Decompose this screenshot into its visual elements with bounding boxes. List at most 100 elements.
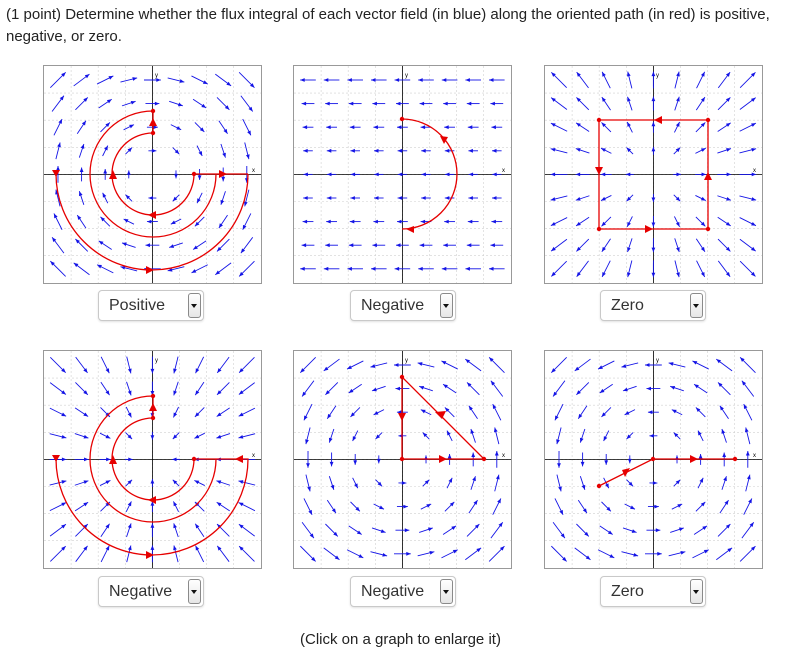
field-arrow: [417, 362, 435, 368]
field-arrow: [301, 101, 315, 106]
field-arrow: [397, 172, 407, 177]
graph-5[interactable]: x y: [293, 350, 512, 569]
field-arrow: [446, 430, 453, 442]
field-arrow: [697, 430, 704, 442]
answer-select-value: Zero: [611, 297, 644, 314]
graph-2-plot: x y: [294, 66, 511, 283]
field-arrow: [73, 262, 90, 276]
answer-select-3[interactable]: Zero: [600, 290, 706, 321]
field-arrow: [468, 148, 479, 153]
field-arrow: [673, 432, 681, 440]
field-arrow: [373, 503, 385, 510]
field-arrow: [75, 382, 89, 396]
field-arrow: [150, 381, 155, 396]
field-arrow: [647, 504, 659, 509]
field-arrow: [468, 499, 478, 514]
field-arrow: [191, 75, 208, 85]
answer-select-4[interactable]: Negative: [98, 576, 204, 607]
field-arrow: [576, 382, 590, 396]
field-arrow: [490, 522, 504, 539]
graph-4[interactable]: x y: [43, 350, 262, 569]
field-arrow: [744, 427, 751, 445]
field-arrow: [328, 476, 335, 490]
field-arrow: [374, 196, 384, 200]
field-arrow: [739, 217, 757, 227]
chevron-down-icon[interactable]: [188, 293, 201, 318]
vector-field: [49, 356, 256, 563]
field-arrow: [300, 78, 316, 82]
graph-2[interactable]: x y: [293, 65, 512, 284]
chevron-down-icon[interactable]: [440, 293, 453, 318]
field-arrow: [600, 172, 612, 177]
graph-1[interactable]: x y: [43, 65, 262, 284]
field-arrow: [695, 216, 706, 227]
field-arrow: [220, 143, 226, 158]
y-axis-label: y: [656, 73, 659, 79]
field-arrow: [468, 405, 478, 419]
field-arrow: [673, 479, 681, 487]
field-arrow: [420, 125, 432, 130]
field-arrow: [717, 523, 731, 537]
field-arrow: [238, 72, 255, 88]
field-arrow: [56, 165, 60, 183]
field-arrow: [373, 219, 385, 224]
field-arrow: [150, 356, 155, 374]
field-arrow: [444, 196, 455, 200]
graph-3[interactable]: x y: [544, 65, 763, 284]
chevron-down-icon[interactable]: [440, 579, 453, 604]
field-arrow: [651, 121, 656, 133]
field-arrow: [624, 409, 636, 416]
answer-select-5[interactable]: Negative: [350, 576, 456, 607]
field-arrow: [743, 498, 753, 515]
field-arrow: [394, 266, 411, 271]
field-arrow: [172, 432, 180, 440]
x-axis-label: x: [252, 168, 255, 174]
path-markers: [399, 116, 448, 233]
field-arrow: [49, 502, 67, 512]
field-arrow: [604, 453, 609, 465]
field-arrow: [120, 265, 138, 272]
field-arrow: [646, 386, 661, 391]
field-arrow: [194, 407, 205, 418]
field-arrow: [100, 407, 111, 418]
field-arrow: [554, 498, 564, 515]
field-arrow: [468, 172, 478, 177]
chevron-down-icon[interactable]: [690, 293, 703, 318]
field-arrow: [443, 243, 456, 248]
field-arrow: [580, 452, 585, 467]
field-arrow: [444, 219, 455, 224]
field-arrow: [442, 525, 457, 535]
field-arrow: [575, 122, 590, 132]
field-arrow: [53, 118, 63, 136]
answer-select-6[interactable]: Zero: [600, 576, 706, 607]
chevron-down-icon[interactable]: [188, 579, 201, 604]
answer-select-1[interactable]: Positive: [98, 290, 204, 321]
field-arrow: [195, 545, 205, 563]
answer-select-2[interactable]: Negative: [350, 290, 456, 321]
field-arrow: [721, 428, 727, 443]
field-arrow: [651, 71, 656, 89]
field-arrow: [626, 216, 633, 227]
chevron-down-icon[interactable]: [690, 579, 703, 604]
x-axis-label: x: [753, 453, 756, 459]
field-arrow: [574, 358, 591, 372]
field-arrow: [739, 97, 756, 110]
field-arrow: [303, 196, 313, 200]
field-arrow: [49, 407, 67, 417]
field-arrow: [420, 503, 432, 510]
graph-6[interactable]: x y: [544, 350, 763, 569]
field-arrow: [238, 545, 255, 562]
field-arrow: [600, 147, 612, 154]
field-arrow: [302, 125, 314, 130]
field-arrow: [597, 549, 615, 559]
field-arrow: [238, 523, 255, 537]
field-arrow: [76, 120, 87, 134]
field-arrow: [371, 527, 386, 533]
field-arrow: [576, 71, 589, 89]
field-arrow: [576, 260, 589, 277]
field-arrow: [721, 476, 727, 490]
y-axis-label: y: [155, 73, 158, 79]
field-arrow: [96, 264, 114, 274]
field-arrow: [150, 501, 155, 513]
field-arrow: [695, 501, 706, 512]
